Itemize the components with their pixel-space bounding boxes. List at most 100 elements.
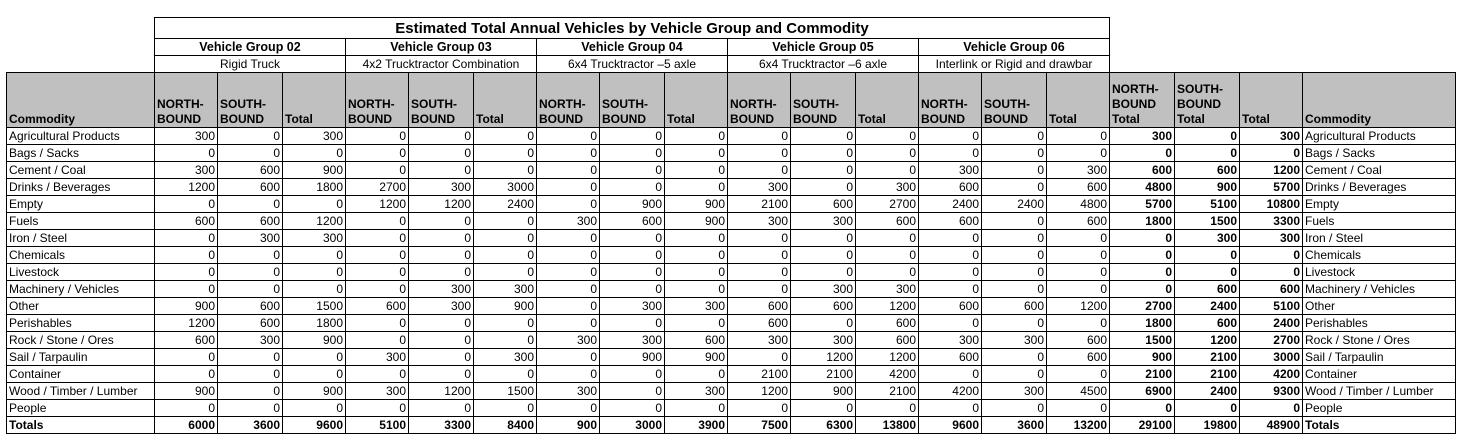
value-cell: 900: [1109, 348, 1175, 366]
value-cell: 0: [282, 399, 346, 417]
value-cell: 300: [981, 382, 1047, 400]
value-cell: 4200: [918, 382, 982, 400]
value-cell: 0: [1046, 399, 1110, 417]
table-row: Livestock 0 0 0 0 0 0 0 0 0 0 0 0 0 0 0 0 0 0 Livestock: [6, 263, 1456, 281]
value-cell: 0: [1109, 246, 1175, 264]
value-cell: 300: [536, 382, 600, 400]
value-cell: 0: [918, 280, 982, 298]
header-northbound: NORTH-BOUND: [154, 72, 218, 128]
value-cell: 0: [599, 280, 665, 298]
group-type: Interlink or Rigid and drawbar: [918, 55, 1110, 73]
value-cell: 0: [1174, 144, 1240, 162]
value-cell: 300: [664, 297, 728, 315]
value-cell: 0: [664, 365, 728, 383]
value-cell: 0: [345, 263, 409, 281]
value-cell: 0: [981, 314, 1047, 332]
corner-blank: [7, 18, 155, 39]
value-cell: 0: [473, 212, 537, 230]
value-cell: 0: [1046, 314, 1110, 332]
value-cell: 0: [664, 229, 728, 247]
header-southbound: SOUTH-BOUND: [790, 72, 856, 128]
value-cell: 300: [727, 331, 791, 349]
value-cell: 0: [536, 348, 600, 366]
value-cell: 600: [1109, 161, 1175, 179]
value-cell: 0: [408, 314, 474, 332]
table-row: Perishables 1200 600 1800 0 0 0 0 0 0 600 0 600 0 0 0 18…: [6, 314, 1456, 332]
value-cell: 13800: [855, 416, 919, 434]
value-cell: 0: [790, 144, 856, 162]
value-cell: 0: [408, 399, 474, 417]
header-total: Total: [473, 72, 537, 128]
value-cell: 0: [918, 144, 982, 162]
value-cell: 0: [1109, 399, 1175, 417]
value-cell: 3000: [599, 416, 665, 434]
value-cell: 0: [217, 246, 283, 264]
value-cell: 0: [345, 229, 409, 247]
value-cell: 0: [599, 178, 665, 196]
value-cell: 2100: [855, 382, 919, 400]
commodity-cell: Drinks / Beverages: [6, 178, 155, 196]
value-cell: 5100: [1174, 195, 1240, 213]
value-cell: 0: [536, 365, 600, 383]
value-cell: 0: [282, 280, 346, 298]
value-cell: 3900: [664, 416, 728, 434]
value-cell: 300: [790, 280, 856, 298]
value-cell: 2100: [727, 365, 791, 383]
value-cell: 5700: [1109, 195, 1175, 213]
value-cell: 0: [1046, 365, 1110, 383]
value-cell: 600: [664, 331, 728, 349]
value-cell: 0: [790, 263, 856, 281]
value-cell: 0: [154, 229, 218, 247]
value-cell: 300: [154, 127, 218, 145]
value-cell: 0: [918, 263, 982, 281]
commodity-cell: Agricultural Products: [6, 127, 155, 145]
commodity-cell: Chemicals: [6, 246, 155, 264]
value-cell: 0: [154, 195, 218, 213]
value-cell: 2400: [473, 195, 537, 213]
value-cell: 1500: [473, 382, 537, 400]
value-cell: 600: [217, 178, 283, 196]
value-cell: 0: [536, 297, 600, 315]
value-cell: 3300: [1239, 212, 1303, 230]
value-cell: 300: [981, 331, 1047, 349]
value-cell: 0: [981, 144, 1047, 162]
value-cell: 0: [217, 348, 283, 366]
commodity-cell: Rock / Stone / Ores: [6, 331, 155, 349]
value-cell: 0: [282, 348, 346, 366]
value-cell: 300: [536, 212, 600, 230]
commodity-cell-right: Wood / Timber / Lumber: [1302, 382, 1456, 400]
commodity-cell: Fuels: [6, 212, 155, 230]
commodity-cell: Machinery / Vehicles: [6, 280, 155, 298]
value-cell: 300: [1109, 127, 1175, 145]
value-cell: 0: [473, 246, 537, 264]
commodity-cell: Wood / Timber / Lumber: [6, 382, 155, 400]
value-cell: 2100: [790, 365, 856, 383]
value-cell: 0: [408, 144, 474, 162]
value-cell: 0: [1174, 127, 1240, 145]
value-cell: 300: [664, 382, 728, 400]
value-cell: 0: [664, 263, 728, 281]
commodity-cell-right: Cement / Coal: [1302, 161, 1456, 179]
value-cell: 600: [918, 178, 982, 196]
value-cell: 600: [855, 331, 919, 349]
group-name: Vehicle Group 02: [154, 38, 346, 56]
value-cell: 0: [1239, 144, 1303, 162]
value-cell: 0: [1239, 399, 1303, 417]
value-cell: 600: [855, 212, 919, 230]
commodity-cell: Sail / Tarpaulin: [6, 348, 155, 366]
value-cell: 0: [981, 399, 1047, 417]
value-cell: 6900: [1109, 382, 1175, 400]
value-cell: 0: [345, 331, 409, 349]
value-cell: 0: [345, 280, 409, 298]
value-cell: 0: [536, 161, 600, 179]
value-cell: 0: [473, 144, 537, 162]
value-cell: 0: [918, 399, 982, 417]
value-cell: 0: [1046, 246, 1110, 264]
commodity-cell: Perishables: [6, 314, 155, 332]
totals-row: Totals 6000 3600 9600 5100 3300 8400 900 3000 390…: [6, 416, 1456, 434]
value-cell: 0: [1174, 399, 1240, 417]
value-cell: 0: [981, 246, 1047, 264]
value-cell: 300: [855, 280, 919, 298]
value-cell: 0: [345, 314, 409, 332]
value-cell: 1200: [282, 212, 346, 230]
